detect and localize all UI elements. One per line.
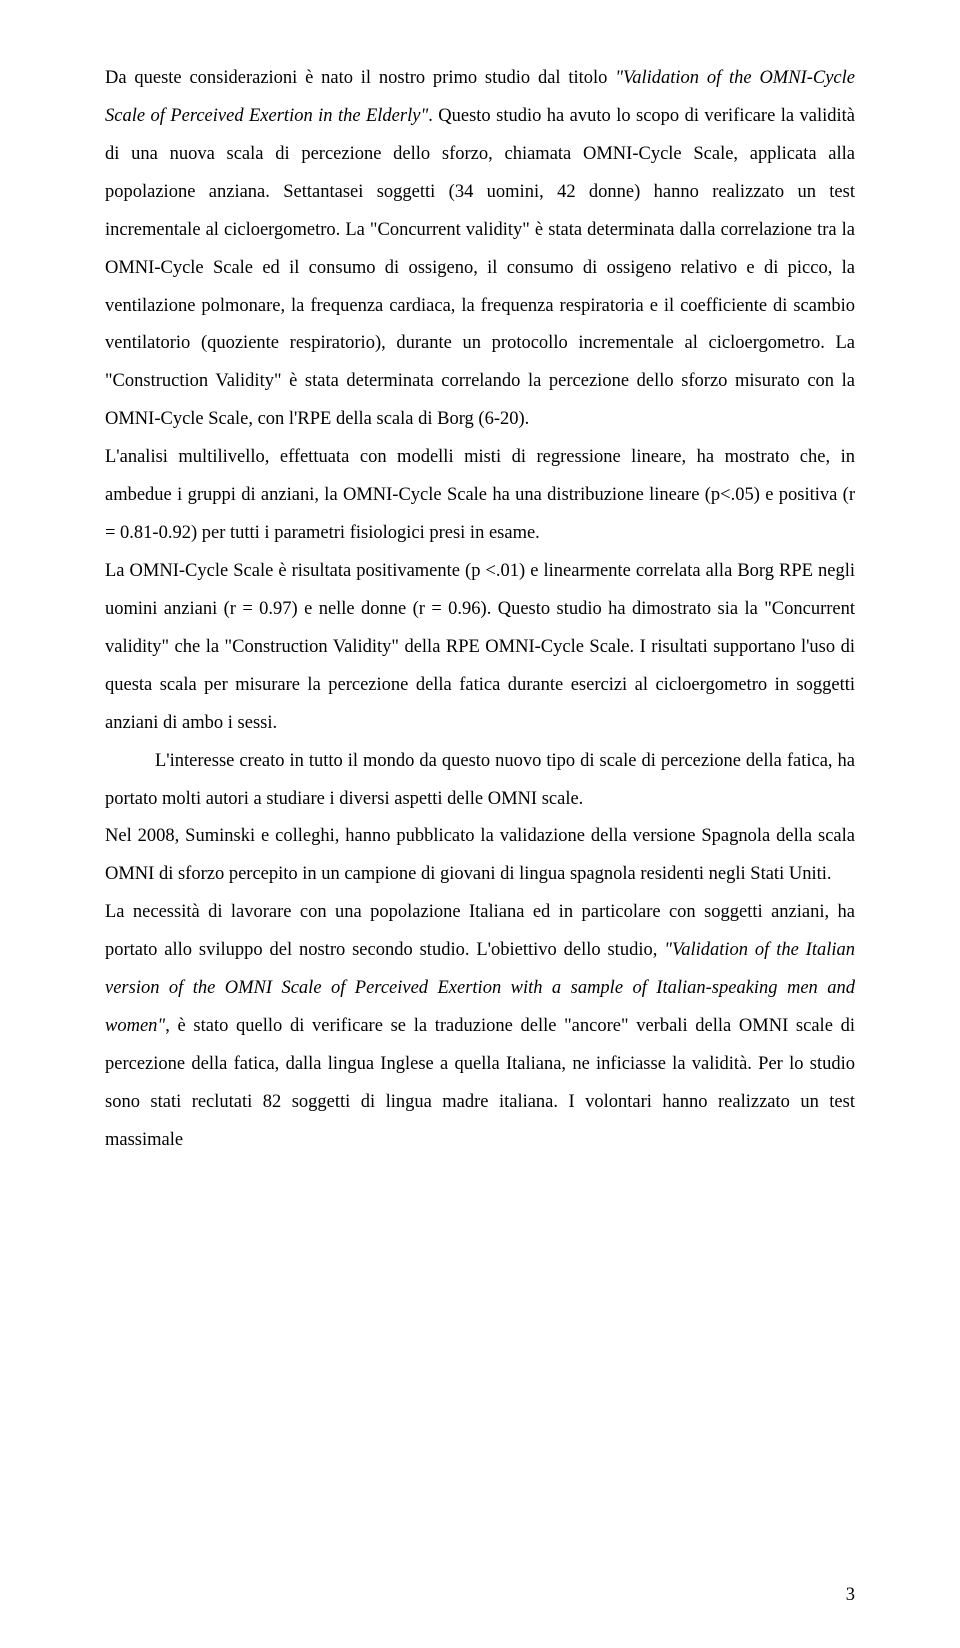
- paragraph-5: Nel 2008, Suminski e colleghi, hanno pub…: [105, 818, 855, 894]
- p5-text: Nel 2008, Suminski e colleghi, hanno pub…: [105, 826, 855, 884]
- paragraph-1: Da queste considerazioni è nato il nostr…: [105, 60, 855, 439]
- p3-text: La OMNI-Cycle Scale è risultata positiva…: [105, 561, 855, 733]
- page-number: 3: [846, 1585, 855, 1606]
- p4-text: L'interesse creato in tutto il mondo da …: [105, 751, 855, 809]
- paragraph-2: L'analisi multilivello, effettuata con m…: [105, 439, 855, 553]
- p1-text-1: Da queste considerazioni è nato il nostr…: [105, 68, 615, 88]
- paragraph-6: La necessità di lavorare con una popolaz…: [105, 894, 855, 1159]
- p2-text: L'analisi multilivello, effettuata con m…: [105, 447, 855, 543]
- paragraph-3: La OMNI-Cycle Scale è risultata positiva…: [105, 553, 855, 743]
- document-body: Da queste considerazioni è nato il nostr…: [105, 60, 855, 1160]
- paragraph-4: L'interesse creato in tutto il mondo da …: [105, 743, 855, 819]
- p1-text-2: . Questo studio ha avuto lo scopo di ver…: [105, 106, 855, 429]
- p6-text-2: , è stato quello di verificare se la tra…: [105, 1016, 855, 1150]
